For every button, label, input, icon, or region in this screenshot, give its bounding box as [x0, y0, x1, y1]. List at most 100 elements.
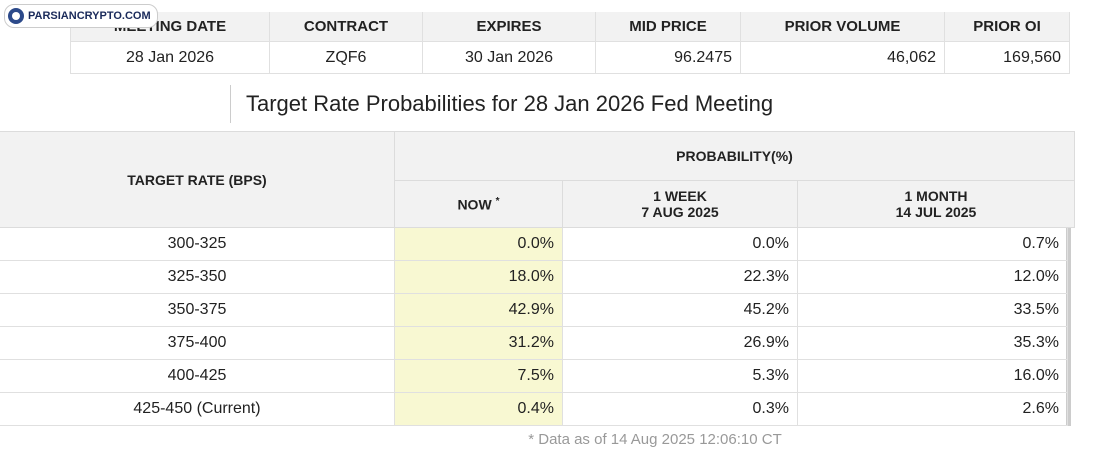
data-cell-content: 28 Jan 2026: [126, 49, 214, 67]
probability-cell: 26.9%: [563, 327, 798, 360]
cell-text: 12.0%: [1013, 268, 1059, 285]
header-cell: CONTRACT: [270, 12, 423, 42]
probability-cell: 35.3%: [798, 327, 1068, 360]
data-cell-content: 169,560: [1003, 49, 1061, 67]
cell-text: 2.6%: [1022, 400, 1059, 417]
cell-text: 22.3%: [743, 268, 789, 285]
column-header: 1 WEEK 7 AUG 2025: [563, 181, 798, 228]
row-header-content: TARGET RATE (BPS): [127, 172, 266, 188]
cell-text: 31.2%: [508, 334, 554, 351]
cell-text: 33.5%: [1013, 301, 1059, 318]
probability-cell: 42.9%: [395, 294, 563, 327]
probability-cell: 0.0%: [563, 228, 798, 261]
probability-cell: 0.0%: [395, 228, 563, 261]
cell-text: CONTRACT: [303, 18, 389, 35]
probability-cell-content: 45.2%: [744, 301, 789, 319]
header-cell-content: MID PRICE: [629, 18, 707, 35]
cell-text: MID PRICE: [629, 18, 707, 35]
cell-text: 5.3%: [752, 367, 789, 384]
probability-cell-content: 31.2%: [509, 334, 554, 352]
rate-cell: 375-400: [0, 327, 395, 360]
cell-text: 96.2475: [674, 48, 732, 66]
cell-text: 46,062: [887, 48, 936, 66]
cell-text: EXPIRES: [476, 18, 542, 35]
cell-text: PRIOR VOLUME: [784, 18, 901, 35]
probability-cell-content: 26.9%: [744, 334, 789, 352]
probability-cell-content: 22.3%: [744, 268, 789, 286]
header-cell-content: EXPIRES: [476, 18, 541, 35]
cell-text: 0.0%: [517, 235, 554, 252]
cell-text: 1 MONTH: [904, 188, 968, 204]
group-header: PROBABILITY(%): [395, 131, 1075, 181]
probability-cell: 12.0%: [798, 261, 1068, 294]
probability-cell-content: 0.0%: [753, 235, 789, 253]
cell-text: 300-325: [167, 235, 227, 252]
probability-cell: 2.6%: [798, 393, 1068, 426]
table-title: Target Rate Probabilities for 28 Jan 202…: [230, 85, 773, 123]
rate-cell: 400-425: [0, 360, 395, 393]
data-cell: ZQF6: [270, 42, 423, 74]
probability-cell: 7.5%: [395, 360, 563, 393]
cell-text: 26.9%: [743, 334, 789, 351]
data-cell: 169,560: [945, 42, 1070, 74]
rate-cell: 425-450 (Current): [0, 393, 395, 426]
cell-text: 42.9%: [508, 301, 554, 318]
probability-cell-content: 16.0%: [1014, 367, 1059, 385]
probability-cell-content: 12.0%: [1014, 268, 1059, 286]
column-header: NOW *: [395, 181, 563, 228]
cell-text: 350-375: [167, 301, 227, 318]
rate-cell-content: 400-425: [168, 367, 227, 385]
cell-text: 0.7%: [1022, 235, 1059, 252]
cell-text: 0.0%: [752, 235, 789, 252]
probability-cell: 0.7%: [798, 228, 1068, 261]
cell-text: 35.3%: [1013, 334, 1059, 351]
cell-text: 28 Jan 2026: [125, 48, 215, 66]
probability-cell-content: 33.5%: [1014, 301, 1059, 319]
probability-cell: 31.2%: [395, 327, 563, 360]
cell-text: *: [495, 195, 500, 207]
cell-text: 0.4%: [517, 400, 554, 417]
rate-cell: 325-350: [0, 261, 395, 294]
rate-cell: 350-375: [0, 294, 395, 327]
watermark-icon: [8, 8, 24, 24]
group-header-content: PROBABILITY(%): [676, 148, 793, 164]
cell-text: 1 WEEK: [653, 188, 707, 204]
header-cell-content: PRIOR VOLUME: [785, 18, 901, 35]
probability-cell: 5.3%: [563, 360, 798, 393]
cell-text: 375-400: [167, 334, 227, 351]
cell-text: TARGET RATE (BPS): [127, 171, 267, 188]
header-cell: EXPIRES: [423, 12, 596, 42]
cell-text: ZQF6: [325, 48, 367, 66]
rate-cell-content: 325-350: [168, 268, 227, 286]
probability-cell-content: 35.3%: [1014, 334, 1059, 352]
data-cell: 46,062: [741, 42, 945, 74]
data-cell: 96.2475: [596, 42, 741, 74]
cell-text: PRIOR OI: [973, 18, 1041, 35]
header-cell: PRIOR OI: [945, 12, 1070, 42]
cell-text: 16.0%: [1013, 367, 1059, 384]
rate-cell-content: 375-400: [168, 334, 227, 352]
probability-cell-content: 2.6%: [1023, 400, 1059, 418]
data-cell-content: ZQF6: [326, 49, 367, 67]
probability-cell: 33.5%: [798, 294, 1068, 327]
header-cell: PRIOR VOLUME: [741, 12, 945, 42]
cell-text: 325-350: [167, 268, 227, 285]
data-cell: 30 Jan 2026: [423, 42, 596, 74]
footnote: * Data as of 14 Aug 2025 12:06:10 CT: [528, 431, 782, 448]
scrollbar: [1066, 185, 1071, 426]
probability-cell: 0.3%: [563, 393, 798, 426]
probability-cell-content: 0.0%: [518, 235, 554, 253]
probability-cell: 16.0%: [798, 360, 1068, 393]
watermark-text: PARSIANCRYPTO.COM: [28, 10, 151, 22]
row-header: TARGET RATE (BPS): [0, 131, 395, 228]
probability-cell: 22.3%: [563, 261, 798, 294]
probability-cell: 18.0%: [395, 261, 563, 294]
cell-text: 14 JUL 2025: [895, 204, 977, 220]
column-header: 1 MONTH 14 JUL 2025: [798, 181, 1075, 228]
data-cell-content: 30 Jan 2026: [465, 49, 553, 67]
probability-cell-content: 0.4%: [518, 400, 554, 418]
probability-cell-content: 0.7%: [1023, 235, 1059, 253]
cell-text: 7 AUG 2025: [641, 204, 719, 220]
cell-text: 400-425: [167, 367, 227, 384]
